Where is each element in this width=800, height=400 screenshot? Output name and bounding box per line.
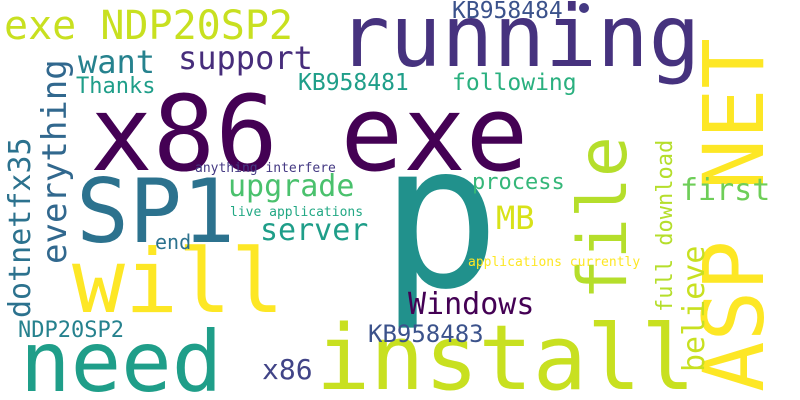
word-p: p [380, 101, 501, 334]
word-install: install [316, 306, 696, 400]
word-kb958483: KB958483 [368, 320, 484, 348]
word-need: need [20, 313, 223, 400]
word-kb958481: KB958481 [298, 70, 409, 96]
word-sp1: SP1 [76, 160, 235, 263]
word-file: file [564, 136, 643, 300]
word-windows: Windows [408, 287, 535, 322]
word-live-applications: live applications [230, 205, 364, 220]
word-anything-interfere: anything interfere [195, 161, 336, 176]
word-following: following [452, 70, 577, 96]
word-want: want [78, 43, 156, 81]
word-believe: believe [677, 245, 712, 372]
word-upgrade: upgrade [228, 169, 355, 204]
word-kb958484: KB958484 [452, 0, 563, 24]
word-thanks: Thanks [76, 74, 156, 99]
word-x86-exe: x86 exe [90, 73, 529, 195]
word-dotnetfx35: dotnetfx35 [3, 137, 38, 318]
dot-mark [579, 3, 589, 13]
word-x86: x86 [262, 353, 313, 386]
word-ndp20sp2: NDP20SP2 [18, 318, 124, 343]
word-process: process [472, 170, 565, 195]
word-server: server [260, 213, 369, 248]
word-first: first [680, 173, 771, 208]
word-end: end [155, 230, 192, 254]
word-exe-ndp20sp2: exe NDP20SP2 [4, 3, 293, 49]
word-applications-currently: applications currently [468, 255, 641, 270]
word-running: running [338, 0, 701, 87]
word-everything: everything [35, 59, 75, 264]
word-support: support [178, 39, 313, 77]
word-will: will [72, 230, 284, 333]
word-mb: MB [496, 199, 535, 237]
word-full-download: full download [653, 139, 678, 312]
